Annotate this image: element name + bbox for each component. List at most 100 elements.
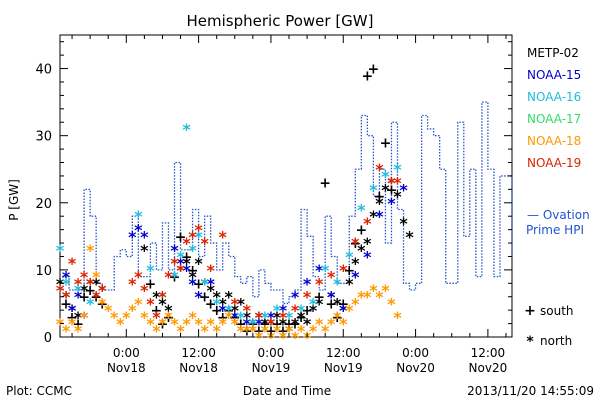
data-point: * — [369, 180, 378, 199]
data-point: * — [273, 308, 282, 327]
data-point: * — [327, 315, 336, 334]
data-point: + — [368, 62, 380, 78]
data-point: + — [277, 323, 289, 339]
data-point: * — [86, 274, 95, 293]
series-legend: METP-02 NOAA-15 NOAA-16 NOAA-17 NOAA-18 NOAA-… — [527, 46, 581, 170]
data-point: * — [158, 288, 167, 307]
marker-legend-label: north — [540, 334, 572, 348]
data-point: * — [213, 288, 222, 307]
data-point: * — [297, 301, 306, 320]
data-point: * — [219, 315, 228, 334]
x-tick-label: 0:00 — [402, 346, 429, 360]
data-point: * — [134, 294, 143, 313]
data-point: * — [158, 294, 167, 313]
data-point: + — [96, 296, 108, 312]
data-point: * — [194, 227, 203, 246]
data-point: + — [386, 182, 398, 198]
data-point: * — [387, 174, 396, 193]
data-point: * — [261, 315, 270, 334]
data-point: * — [303, 315, 312, 334]
data-point: * — [206, 315, 215, 334]
data-point: * — [375, 194, 384, 213]
data-point: * — [200, 274, 209, 293]
data-point: * — [357, 241, 366, 260]
data-point: * — [291, 288, 300, 307]
data-point: * — [363, 234, 372, 253]
data-point: * — [279, 301, 288, 320]
legend-entry: NOAA-15 — [527, 68, 581, 82]
data-point: * — [62, 268, 71, 287]
data-point: * — [128, 274, 137, 293]
data-point: * — [74, 308, 83, 327]
data-point: * — [188, 308, 197, 327]
marker-legend-label: south — [540, 304, 574, 318]
data-point: * — [309, 321, 318, 340]
data-point: * — [140, 227, 149, 246]
data-point: * — [68, 254, 77, 273]
data-point: * — [273, 301, 282, 320]
data-point: * — [363, 247, 372, 266]
y-tick-label: 30 — [35, 130, 52, 145]
data-point: * — [182, 315, 191, 334]
data-point: * — [134, 221, 143, 240]
y-axis: 0 10 20 30 40 — [35, 41, 512, 346]
data-point: * — [315, 315, 324, 334]
data-point: * — [176, 261, 185, 280]
data-point: * — [351, 294, 360, 313]
data-point: * — [267, 328, 276, 347]
data-point: * — [261, 321, 270, 340]
data-point: * — [213, 321, 222, 340]
data-point: * — [164, 268, 173, 287]
data-point: * — [267, 308, 276, 327]
data-point: * — [80, 308, 89, 327]
data-point: * — [92, 274, 101, 293]
data-point: + — [271, 317, 283, 333]
ovation-legend-line: Prime HPI — [526, 223, 584, 237]
plot-border — [59, 34, 513, 338]
x-tick-day-label: Nov20 — [469, 361, 508, 375]
legend-entry: METP-02 — [527, 46, 579, 60]
x-tick-label: 0:00 — [113, 346, 140, 360]
data-point: + — [163, 310, 175, 326]
data-point: + — [253, 323, 265, 339]
data-point: + — [157, 317, 169, 333]
data-point: * — [243, 315, 252, 334]
data-point: * — [369, 207, 378, 226]
data-point: * — [164, 308, 173, 327]
data-point: * — [140, 281, 149, 300]
data-point: * — [375, 288, 384, 307]
data-point: * — [182, 261, 191, 280]
data-point: * — [56, 281, 65, 300]
data-point: * — [200, 234, 209, 253]
data-point: * — [86, 241, 95, 260]
data-point: * — [357, 200, 366, 219]
data-point: * — [249, 315, 258, 334]
footer-plot-credit: Plot: CCMC — [6, 384, 72, 398]
data-point: * — [182, 254, 191, 273]
footer-timestamp: 2013/11/20 14:55:09 — [467, 384, 594, 398]
data-point: * — [339, 301, 348, 320]
data-point: * — [62, 288, 71, 307]
data-point: * — [225, 288, 234, 307]
x-tick-label: 12:00 — [471, 346, 506, 360]
data-point: + — [313, 290, 325, 306]
data-point: * — [188, 268, 197, 287]
data-point: * — [333, 294, 342, 313]
data-point: * — [387, 294, 396, 313]
data-point: * — [194, 315, 203, 334]
x-tick-day-label: Nov19 — [324, 361, 363, 375]
data-point: * — [327, 268, 336, 287]
x-axis: 0:00Nov1812:00Nov180:00Nov1912:00Nov190:… — [71, 35, 508, 375]
data-point: * — [62, 274, 71, 293]
data-point: * — [146, 261, 155, 280]
y-tick-label: 20 — [35, 197, 52, 212]
data-point: * — [345, 274, 354, 293]
data-point: * — [206, 274, 215, 293]
data-point: * — [405, 227, 414, 246]
marker-legend: + south * north — [524, 303, 573, 350]
data-point: * — [363, 214, 372, 233]
data-point: * — [363, 288, 372, 307]
data-point: * — [200, 274, 209, 293]
data-point: * — [225, 301, 234, 320]
